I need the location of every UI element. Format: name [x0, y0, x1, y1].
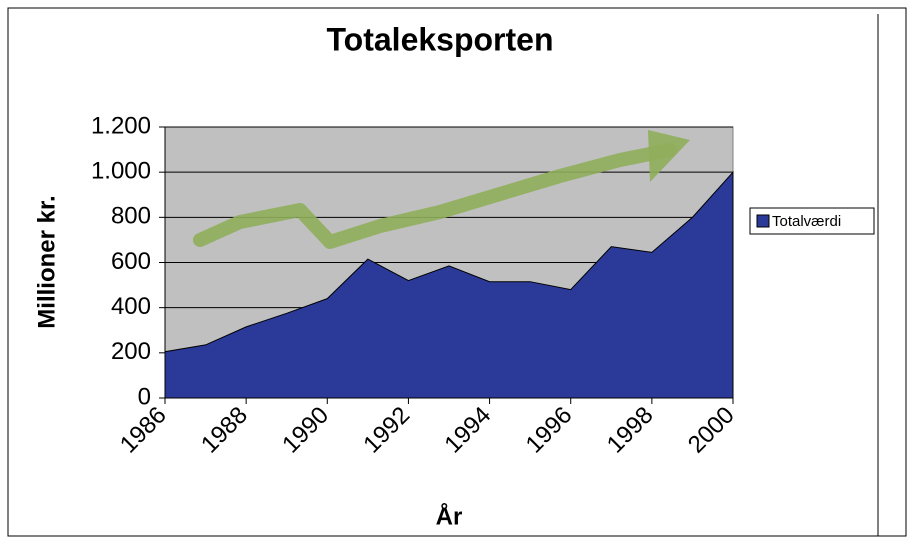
x-axis-label: År [436, 502, 463, 530]
legend-swatch [756, 214, 770, 228]
y-tick-label: 1.200 [91, 112, 151, 139]
decorative-arrow [193, 143, 677, 249]
y-tick-label: 200 [111, 338, 151, 365]
decorative-arrowhead [648, 130, 690, 182]
chart-title: Totaleksporten [327, 21, 554, 57]
y-axis-label: Millioner kr. [33, 195, 60, 328]
y-tick-label: 0 [138, 383, 151, 410]
legend [749, 207, 875, 235]
y-tick-label: 400 [111, 293, 151, 320]
y-tick-label: 1.000 [91, 158, 151, 185]
y-tick-label: 600 [111, 248, 151, 275]
area [164, 170, 734, 399]
y-tick-label: 800 [111, 203, 151, 230]
legend-label: Totalværdi [772, 213, 841, 230]
